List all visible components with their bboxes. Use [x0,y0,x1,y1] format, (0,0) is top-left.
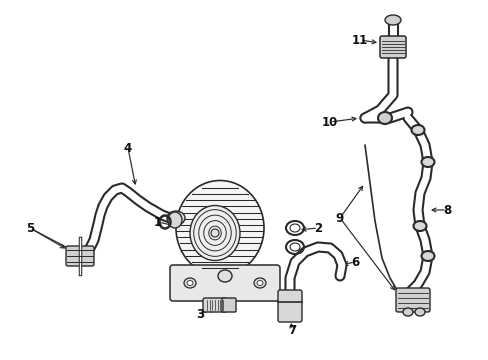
Ellipse shape [167,211,184,225]
FancyBboxPatch shape [278,290,302,322]
Ellipse shape [384,15,400,25]
FancyBboxPatch shape [379,36,405,58]
Text: 2: 2 [313,221,322,234]
FancyBboxPatch shape [222,298,236,312]
Text: 4: 4 [123,141,132,154]
Ellipse shape [176,180,264,275]
Text: 5: 5 [26,221,34,234]
FancyBboxPatch shape [66,246,94,266]
Text: 8: 8 [442,203,450,216]
Ellipse shape [210,229,219,237]
Ellipse shape [402,308,412,316]
Ellipse shape [414,308,424,316]
Ellipse shape [253,278,265,288]
Ellipse shape [413,221,426,231]
FancyBboxPatch shape [203,298,226,312]
Ellipse shape [190,206,240,261]
Text: 9: 9 [335,212,344,225]
Text: 1: 1 [154,216,162,229]
FancyBboxPatch shape [170,265,280,301]
Ellipse shape [411,125,424,135]
FancyBboxPatch shape [395,288,429,312]
Text: 10: 10 [321,116,337,129]
Ellipse shape [218,270,231,282]
Ellipse shape [257,280,263,285]
Ellipse shape [186,280,193,285]
Text: 7: 7 [287,324,295,337]
Ellipse shape [421,157,434,167]
Ellipse shape [168,212,182,228]
Ellipse shape [377,112,391,124]
Text: 11: 11 [351,33,367,46]
Text: 6: 6 [350,256,358,269]
Text: 3: 3 [196,307,203,320]
Ellipse shape [421,251,434,261]
Ellipse shape [183,278,196,288]
